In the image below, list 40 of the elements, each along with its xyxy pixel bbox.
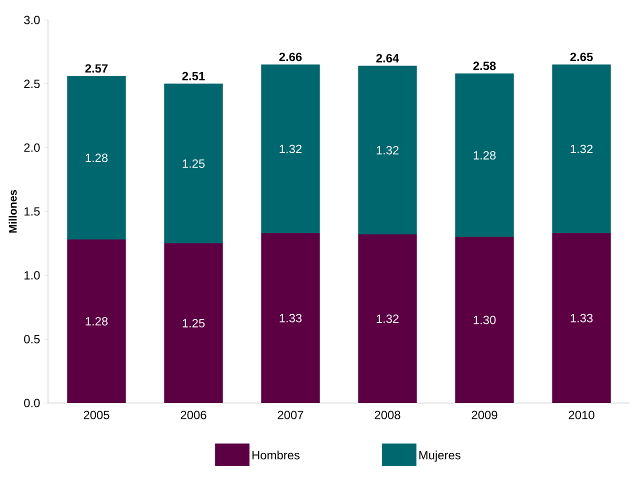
bar	[552, 64, 611, 234]
total-label: 2.65	[570, 52, 593, 62]
total-label: 2.58	[473, 62, 496, 70]
x-tick-label: 2010	[568, 410, 594, 420]
data-label: 1.28	[86, 317, 108, 326]
data-label: 1.28	[474, 151, 496, 160]
data-label: 1.25	[182, 318, 205, 328]
data-label: 1.32	[280, 144, 302, 154]
bar	[455, 73, 514, 238]
legend-label: Hombres	[252, 450, 300, 460]
x-tick-label: 2008	[374, 410, 400, 420]
data-label: 1.33	[280, 314, 302, 322]
y-tick-label: 2.5	[24, 80, 40, 88]
legend-label: Mujeres	[419, 450, 460, 462]
total-label: 2.66	[279, 52, 302, 62]
y-axis-title: Millones	[8, 190, 17, 233]
bar	[67, 76, 126, 240]
bar	[358, 66, 417, 235]
data-label: 1.32	[376, 314, 399, 323]
data-label: 1.32	[570, 144, 593, 154]
x-tick-label: 2005	[84, 410, 110, 420]
x-tick-label: 2009	[472, 410, 498, 420]
data-label: 1.25	[182, 159, 205, 168]
data-label: 1.32	[376, 146, 399, 154]
total-label: 2.51	[182, 72, 205, 80]
data-label: 1.33	[570, 314, 593, 322]
bar	[261, 64, 320, 234]
y-tick-label: 0.0	[24, 398, 40, 408]
total-label: 2.57	[85, 64, 108, 73]
y-tick-label: 0.5	[24, 334, 40, 344]
y-tick-label: 1.5	[24, 207, 40, 216]
x-tick-label: 2007	[278, 410, 304, 420]
x-tick-label: 2006	[180, 410, 206, 420]
data-label: 1.28	[86, 154, 108, 162]
y-tick-label: 3.0	[24, 16, 40, 24]
y-tick-label: 1.0	[24, 271, 40, 280]
bar	[164, 84, 223, 244]
data-label: 1.30	[474, 316, 496, 324]
total-label: 2.64	[376, 54, 400, 62]
y-tick-label: 2.0	[24, 143, 40, 152]
